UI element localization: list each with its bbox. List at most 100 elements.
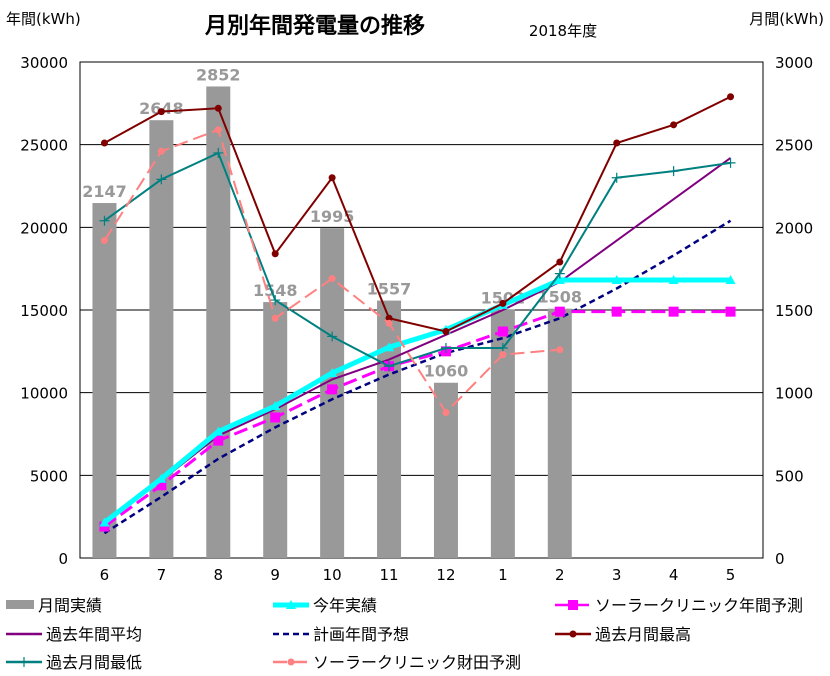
data-point	[554, 274, 565, 284]
data-point	[725, 274, 736, 284]
left-tick-label: 5000	[30, 467, 68, 485]
data-point	[157, 147, 165, 155]
data-point	[668, 274, 679, 284]
bar	[206, 86, 231, 558]
legend-swatch	[6, 600, 34, 609]
series-line	[102, 277, 731, 525]
left-tick-label: 10000	[20, 385, 68, 403]
data-point	[213, 426, 224, 436]
data-point	[327, 384, 338, 395]
data-point	[499, 299, 507, 307]
left-axis-label: 年間(kWh)	[6, 10, 81, 28]
legend-label: 計画年間予想	[313, 625, 409, 644]
bar	[547, 308, 572, 558]
legend-marker	[287, 658, 295, 666]
data-point	[270, 412, 281, 423]
data-point	[613, 139, 621, 147]
left-tick-label: 15000	[20, 302, 68, 320]
legend-label: 月間実績	[38, 596, 102, 615]
chart-title: 月別年間発電量の推移	[204, 13, 425, 39]
bar-data-label: 2852	[196, 65, 241, 84]
right-tick-label: 0	[775, 550, 785, 568]
left-tick-label: 20000	[20, 219, 68, 237]
x-tick-label: 4	[669, 566, 679, 584]
left-tick-label: 30000	[20, 54, 68, 72]
series-line	[103, 157, 732, 523]
series-line	[103, 95, 731, 333]
data-point	[556, 258, 564, 266]
x-tick-label: 10	[323, 566, 342, 584]
data-point	[384, 342, 395, 352]
data-point	[156, 174, 167, 185]
x-tick-label: 3	[612, 566, 622, 584]
data-point	[327, 367, 338, 377]
x-tick-label: 8	[214, 566, 224, 584]
right-axis-label: 月間(kWh)	[749, 10, 824, 28]
data-point	[100, 237, 108, 245]
data-point	[213, 435, 224, 446]
data-point	[668, 166, 679, 177]
x-tick-label: 12	[436, 566, 455, 584]
data-point	[271, 250, 279, 258]
data-point	[156, 480, 167, 491]
data-point	[271, 314, 279, 322]
data-point	[156, 473, 167, 483]
right-tick-label: 1000	[775, 385, 813, 403]
data-point	[442, 327, 450, 335]
x-tick-label: 6	[100, 566, 110, 584]
series-line	[103, 310, 731, 528]
data-point	[214, 126, 222, 134]
data-point	[497, 326, 508, 337]
legend-label: ソーラークリニック財田予測	[313, 653, 521, 672]
bar-data-label: 1557	[367, 280, 412, 299]
bar	[92, 203, 117, 558]
data-point	[727, 93, 735, 101]
series-line	[103, 151, 731, 368]
right-tick-label: 3000	[775, 54, 813, 72]
data-point	[270, 400, 281, 410]
data-point	[214, 104, 222, 112]
data-point	[442, 409, 450, 417]
data-point	[270, 295, 281, 306]
legend-label: 過去月間最高	[595, 625, 691, 644]
legend-label: 過去年間平均	[46, 625, 142, 644]
left-tick-label: 0	[58, 550, 68, 568]
bar	[263, 302, 288, 558]
data-point	[384, 361, 395, 372]
data-point	[670, 121, 678, 129]
right-tick-label: 2500	[775, 137, 813, 155]
data-point	[440, 343, 451, 354]
right-tick-label: 2000	[775, 219, 813, 237]
x-tick-label: 9	[270, 566, 280, 584]
data-point	[99, 517, 110, 527]
bar-data-label: 2147	[82, 182, 127, 201]
right-tick-label: 500	[775, 467, 804, 485]
bar-data-label: 1508	[538, 288, 583, 307]
legend-marker	[286, 600, 296, 609]
legend-marker	[568, 600, 578, 610]
data-point	[725, 157, 736, 168]
data-point	[385, 319, 393, 327]
bar-data-label: 1502	[481, 289, 526, 308]
legend-label: 今年実績	[313, 596, 377, 615]
bar	[377, 300, 402, 558]
right-tick-label: 1500	[775, 302, 813, 320]
legend-marker	[19, 657, 29, 667]
data-point	[554, 268, 565, 279]
bar-data-label: 1995	[310, 207, 355, 226]
data-point	[668, 306, 679, 317]
data-point	[99, 215, 110, 226]
x-tick-label: 11	[379, 566, 398, 584]
data-point	[385, 314, 393, 322]
data-point	[327, 331, 338, 342]
data-point	[328, 275, 336, 283]
data-point	[99, 521, 110, 532]
chart-subtitle: 2018年度	[529, 22, 597, 40]
data-point	[213, 147, 224, 158]
data-point	[725, 306, 736, 317]
x-tick-label: 5	[726, 566, 736, 584]
legend-label: ソーラークリニック年間予測	[595, 596, 803, 615]
plot-area	[79, 61, 764, 559]
data-point	[328, 174, 336, 182]
